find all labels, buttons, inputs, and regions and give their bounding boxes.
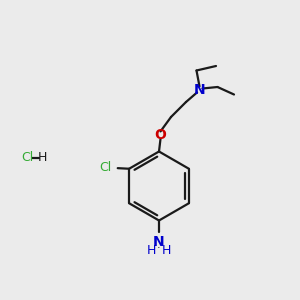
Text: H: H	[38, 151, 48, 164]
Text: H: H	[162, 244, 171, 257]
Text: O: O	[154, 128, 166, 142]
Text: Cl: Cl	[99, 161, 111, 174]
Text: N: N	[153, 236, 165, 250]
Text: N: N	[194, 83, 205, 97]
Text: Cl: Cl	[21, 151, 33, 164]
Text: ·: ·	[157, 243, 161, 253]
Text: H: H	[147, 244, 156, 257]
